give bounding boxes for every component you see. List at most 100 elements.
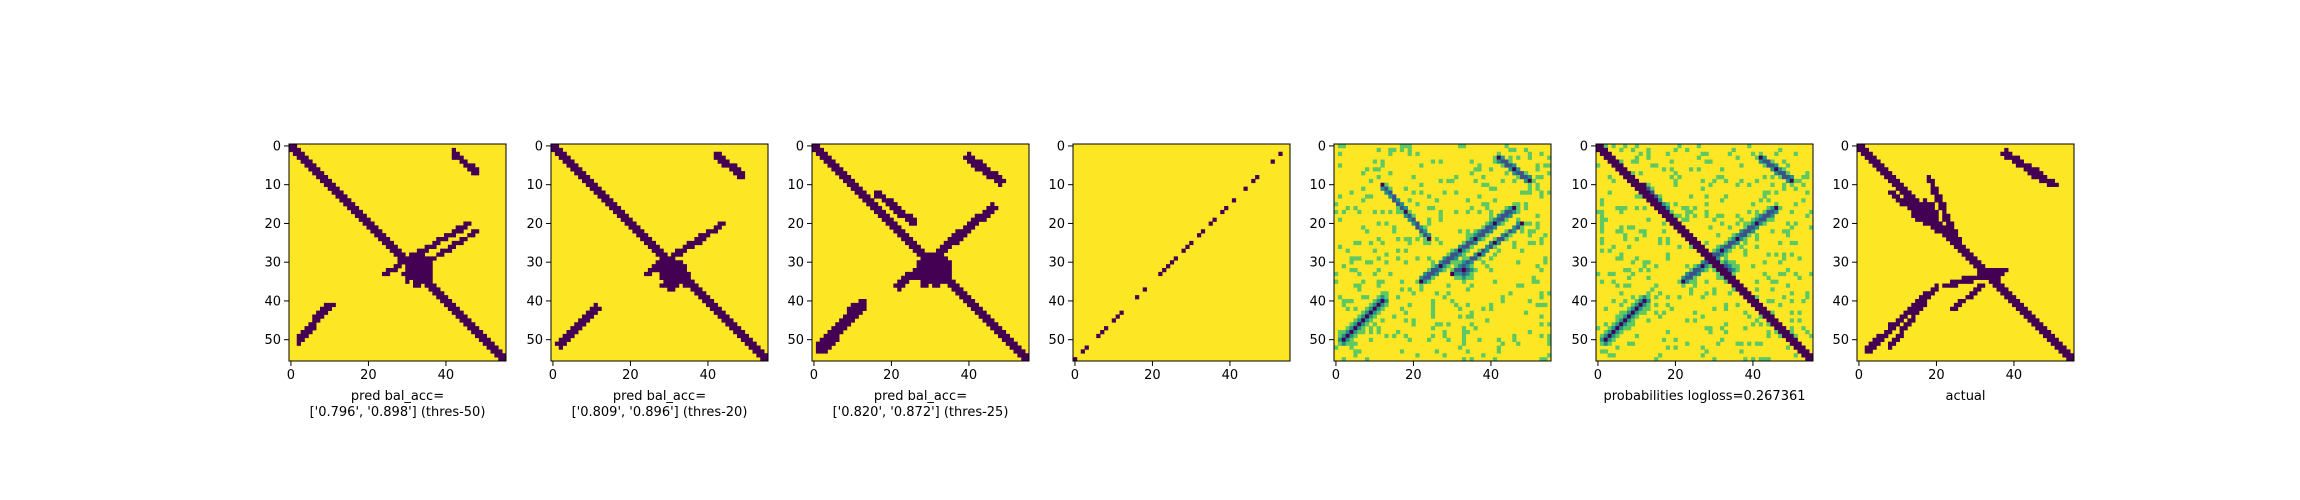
heatmap-cell xyxy=(924,260,929,265)
heatmap-cell xyxy=(733,167,738,172)
heatmap-cell xyxy=(320,314,325,319)
heatmap-cell xyxy=(2008,299,2013,304)
heatmap-cell xyxy=(1658,202,1663,207)
heatmap-cell xyxy=(1388,171,1393,176)
heatmap-cell xyxy=(424,256,429,261)
heatmap-cell xyxy=(920,256,925,261)
heatmap-cell xyxy=(1489,306,1494,311)
heatmap-cell xyxy=(1599,237,1605,242)
heatmap-cell xyxy=(1770,217,1775,222)
heatmap-cell xyxy=(1751,225,1756,230)
heatmap-cell xyxy=(1969,256,1974,261)
heatmap-cell xyxy=(1547,163,1552,168)
heatmap-cell xyxy=(970,163,976,168)
heatmap-cell xyxy=(459,155,464,160)
heatmap-cell xyxy=(858,302,863,308)
heatmap-cell xyxy=(1677,175,1682,180)
heatmap-cell xyxy=(1523,171,1529,176)
heatmap-cell xyxy=(585,175,591,180)
heatmap-cell xyxy=(385,240,391,246)
heatmap-cell xyxy=(1427,240,1432,246)
heatmap-cell xyxy=(1754,295,1760,300)
heatmap-cell xyxy=(815,341,821,346)
heatmap-cell xyxy=(1384,295,1389,300)
heatmap-cell xyxy=(1496,217,1501,222)
heatmap-cell xyxy=(682,279,687,284)
heatmap-cell xyxy=(1751,229,1756,234)
heatmap-cell xyxy=(1793,202,1798,207)
heatmap-cell xyxy=(843,314,848,319)
heatmap-cell xyxy=(1607,353,1612,358)
heatmap-cell xyxy=(1946,213,1951,218)
heatmap-cell xyxy=(1950,229,1955,234)
heatmap-cell xyxy=(393,244,398,249)
heatmap-cell xyxy=(1403,318,1408,323)
heatmap-cell xyxy=(1981,275,1986,280)
heatmap-cell xyxy=(990,318,995,323)
heatmap-cell xyxy=(986,318,991,323)
heatmap-cell xyxy=(2035,175,2040,180)
heatmap-cell xyxy=(744,337,749,342)
heatmap-cell xyxy=(1615,330,1620,335)
heatmap-cell xyxy=(1727,264,1732,269)
heatmap-cell xyxy=(498,349,503,354)
heatmap-cell xyxy=(451,155,456,160)
heatmap-cell xyxy=(1658,237,1663,242)
heatmap-cell xyxy=(2027,310,2032,315)
heatmap-cell xyxy=(1685,213,1690,218)
heatmap-cell xyxy=(2062,349,2067,354)
heatmap-cell xyxy=(1009,341,1014,346)
heatmap-cell xyxy=(1774,151,1779,156)
heatmap-cell xyxy=(1438,260,1443,265)
heatmap-cell xyxy=(1599,198,1605,203)
heatmap-cell xyxy=(694,283,699,288)
heatmap-cell xyxy=(1996,283,2001,288)
heatmap-cell xyxy=(471,229,476,234)
heatmap-cell xyxy=(570,330,575,335)
heatmap-cell xyxy=(862,194,867,199)
heatmap-cell xyxy=(1603,330,1608,335)
heatmap-cell xyxy=(1727,151,1732,156)
heatmap-cell xyxy=(1692,240,1698,246)
heatmap-cell xyxy=(1758,155,1763,160)
heatmap-cell xyxy=(1681,225,1686,230)
heatmap-cell xyxy=(1922,206,1928,211)
heatmap-cell xyxy=(663,268,668,273)
heatmap-cell xyxy=(1341,341,1346,346)
heatmap-cell xyxy=(304,326,309,331)
heatmap-cell xyxy=(647,240,653,246)
heatmap-cell xyxy=(316,314,321,319)
heatmap-cell xyxy=(725,318,730,323)
heatmap-cell xyxy=(690,283,695,288)
heatmap-cell xyxy=(1380,279,1385,284)
heatmap-cell xyxy=(1349,322,1354,327)
heatmap-cell xyxy=(1973,287,1978,292)
heatmap-cell xyxy=(640,233,645,238)
heatmap-cell xyxy=(1673,221,1678,226)
heatmap-cell xyxy=(420,260,425,265)
heatmap-cell xyxy=(389,268,394,273)
heatmap-cell xyxy=(1762,260,1767,265)
heatmap-cell xyxy=(1411,291,1416,296)
heatmap-cell xyxy=(1743,233,1748,238)
heatmap-cell xyxy=(1508,163,1513,168)
heatmap-cell xyxy=(1450,268,1455,273)
heatmap-cell xyxy=(651,268,656,273)
heatmap-cell xyxy=(1599,151,1605,156)
heatmap-cell xyxy=(486,337,491,342)
heatmap-cell xyxy=(1770,167,1775,172)
heatmap-cell xyxy=(308,330,313,335)
heatmap-cell xyxy=(1888,190,1893,195)
heatmap-cell xyxy=(974,213,979,218)
heatmap-cell xyxy=(912,275,917,280)
heatmap-cell xyxy=(721,318,726,323)
heatmap-cell xyxy=(393,248,398,253)
heatmap-cell xyxy=(1619,225,1624,230)
heatmap-cell xyxy=(440,299,445,304)
heatmap-cell xyxy=(1481,225,1486,230)
heatmap-cell xyxy=(1407,217,1412,222)
heatmap-cell xyxy=(640,237,645,242)
heatmap-cell xyxy=(1001,178,1007,184)
heatmap-cell xyxy=(1135,295,1140,300)
heatmap-cell xyxy=(1630,225,1636,230)
